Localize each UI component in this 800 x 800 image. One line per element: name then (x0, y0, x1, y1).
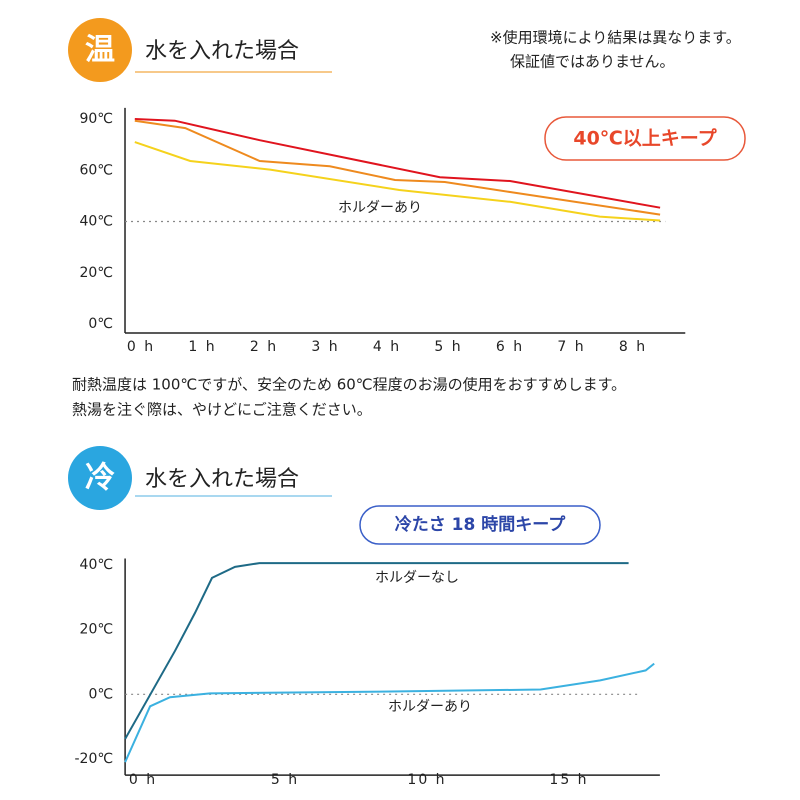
line-label: ホルダーあり (388, 699, 472, 715)
callout: 40℃以上キープ (573, 127, 717, 150)
x-tick-label: 10 h (407, 772, 446, 788)
note: 保証値ではありません。 (510, 53, 675, 71)
note: ※使用環境により結果は異なります。 (490, 29, 741, 47)
badge-circle (68, 18, 132, 82)
callout-box (359, 505, 601, 545)
x-tick-label: 4 h (373, 339, 401, 355)
x-tick-label: 5 h (271, 772, 299, 788)
x-tick-label: 6 h (496, 339, 524, 355)
y-tick-label: 90℃ (79, 111, 113, 127)
x-tick-label: 3 h (311, 339, 339, 355)
x-tick-label: 8 h (619, 339, 647, 355)
y-tick-label: 0℃ (88, 686, 113, 702)
y-tick-label: 0℃ (88, 316, 113, 332)
badge-circle (68, 446, 132, 510)
y-tick-label: -20℃ (75, 751, 114, 767)
section-title: 水を入れた場合 (145, 39, 299, 64)
y-tick-label: 40℃ (79, 214, 113, 230)
x-tick-label: 5 h (434, 339, 462, 355)
caption: 耐熱温度は 100℃ですが、安全のため 60℃程度のお湯の使用をおすすめします。 (72, 376, 626, 394)
annotation: ホルダーあり (338, 200, 422, 216)
x-tick-label: 1 h (188, 339, 216, 355)
badge: 温 (85, 33, 115, 68)
x-tick-label: 0 h (127, 339, 155, 355)
x-tick-label: 0 h (129, 772, 157, 788)
data-line (134, 141, 661, 222)
section-title: 水を入れた場合 (145, 467, 299, 492)
y-tick-label: 20℃ (80, 622, 114, 638)
caption: 熱湯を注ぐ際は、やけどにご注意ください。 (72, 401, 372, 419)
x-tick-label: 2 h (250, 339, 278, 355)
data-line (124, 562, 629, 740)
line-label: ホルダーなし (375, 570, 459, 586)
callout: 冷たさ 18 時間キープ (395, 514, 566, 535)
y-tick-label: 60℃ (79, 162, 113, 178)
y-tick-label: 40℃ (80, 557, 114, 573)
data-line (124, 662, 655, 763)
callout-box (544, 116, 746, 161)
data-line (134, 118, 661, 209)
data-line (134, 119, 661, 216)
x-tick-label: 7 h (557, 339, 585, 355)
y-tick-label: 20℃ (79, 265, 113, 281)
x-tick-label: 15 h (549, 772, 588, 788)
badge: 冷 (85, 461, 115, 496)
